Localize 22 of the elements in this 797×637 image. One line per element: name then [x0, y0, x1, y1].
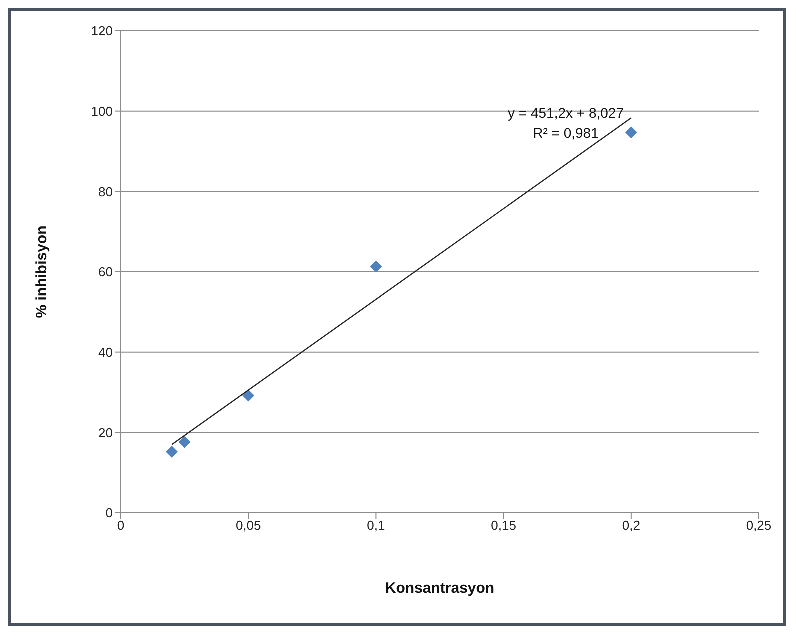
point: [370, 260, 382, 273]
y-tick-label: 80: [98, 184, 113, 200]
x-tick-label: 0: [117, 518, 125, 534]
y-tick-label: 0: [106, 506, 113, 521]
y-tick-label: 100: [91, 104, 113, 119]
y-tick-label: 20: [98, 425, 113, 440]
x-axis-title: Konsantrasyon: [385, 580, 495, 597]
y-tick-label: 120: [91, 24, 113, 39]
x-tick-label: 0,2: [622, 518, 640, 534]
y-axis-title: % inhibisyon: [33, 226, 50, 318]
x-tick-label: 0,15: [491, 518, 516, 534]
point: [178, 436, 191, 448]
point: [242, 390, 255, 402]
annotation: y = 451,2x + 8,027: [507, 104, 625, 123]
point: [166, 446, 178, 458]
y-tick-label: 60: [98, 264, 113, 280]
annotation: R² = 0,981: [532, 124, 600, 143]
x-tick-label: 0,05: [236, 518, 262, 534]
x-tick-label: 0,1: [367, 518, 386, 534]
point: [625, 126, 638, 139]
y-tick-label: 40: [98, 344, 113, 360]
x-tick-label: 0,25: [746, 518, 772, 534]
